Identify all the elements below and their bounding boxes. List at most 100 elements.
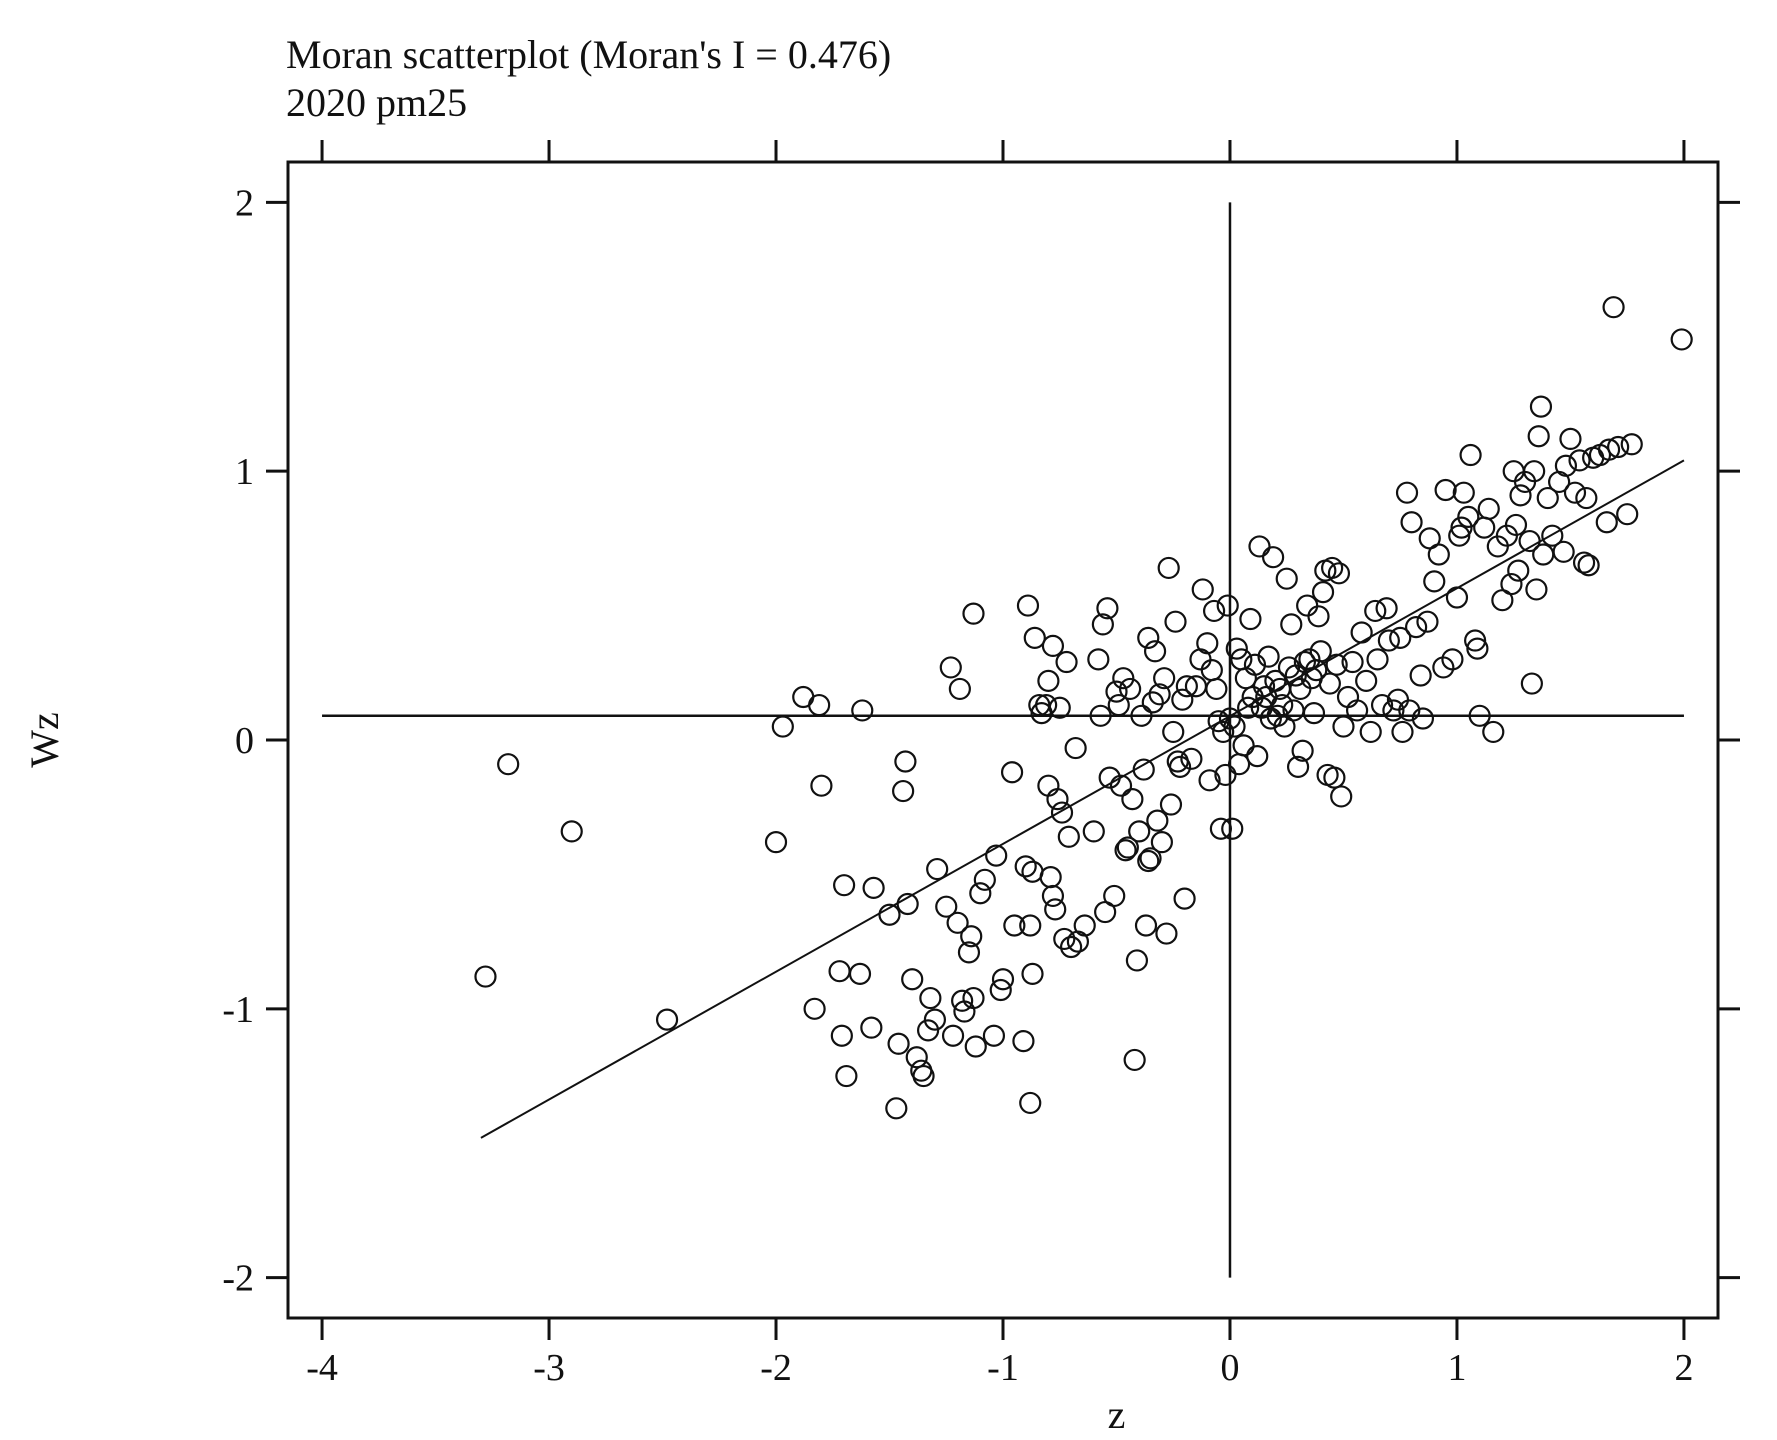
data-point bbox=[1023, 626, 1046, 649]
data-point bbox=[1014, 855, 1037, 878]
data-point bbox=[1620, 433, 1643, 456]
data-point bbox=[1019, 914, 1042, 937]
data-point bbox=[474, 965, 497, 988]
data-point bbox=[1529, 395, 1553, 418]
data-point bbox=[1073, 914, 1096, 937]
data-point bbox=[1595, 511, 1618, 534]
data-point bbox=[1395, 481, 1419, 504]
data-point bbox=[808, 693, 831, 717]
data-point bbox=[1450, 516, 1473, 539]
data-point bbox=[951, 989, 974, 1012]
scatter-points bbox=[474, 296, 1693, 1120]
data-point bbox=[916, 1019, 940, 1042]
data-point bbox=[887, 1032, 910, 1055]
data-point bbox=[1577, 554, 1600, 577]
data-point bbox=[1323, 766, 1346, 789]
data-point bbox=[1457, 505, 1480, 528]
data-point bbox=[1518, 529, 1541, 553]
data-point bbox=[1216, 594, 1239, 617]
data-point bbox=[1148, 683, 1171, 706]
data-point bbox=[1350, 621, 1373, 644]
data-point bbox=[1057, 825, 1080, 848]
data-point bbox=[1302, 702, 1326, 725]
data-point bbox=[1175, 675, 1198, 698]
data-point bbox=[1473, 516, 1496, 539]
data-point bbox=[926, 857, 949, 881]
data-point bbox=[1523, 460, 1546, 483]
data-point bbox=[860, 1016, 883, 1039]
data-point bbox=[1266, 704, 1289, 727]
data-point bbox=[1239, 607, 1262, 631]
data-point bbox=[1123, 1048, 1146, 1072]
axis-ticks bbox=[266, 140, 1740, 1340]
data-point bbox=[1050, 801, 1074, 824]
data-point bbox=[771, 715, 794, 738]
data-point bbox=[1153, 667, 1176, 690]
data-point bbox=[1150, 831, 1173, 854]
data-point bbox=[1157, 556, 1180, 580]
data-point bbox=[764, 831, 788, 854]
data-point bbox=[1477, 497, 1500, 520]
data-point bbox=[962, 986, 985, 1010]
y-tick-label: 1 bbox=[235, 451, 254, 493]
x-tick-label: 1 bbox=[1447, 1347, 1466, 1389]
data-point bbox=[1016, 594, 1040, 617]
data-point bbox=[941, 1024, 965, 1047]
data-point bbox=[1234, 667, 1257, 690]
data-point bbox=[1541, 524, 1564, 547]
data-point bbox=[1398, 699, 1421, 722]
data-point bbox=[1318, 672, 1341, 695]
data-point bbox=[1355, 669, 1378, 692]
data-point bbox=[1552, 540, 1575, 563]
data-point bbox=[1055, 650, 1078, 674]
data-point bbox=[1441, 648, 1464, 671]
data-point bbox=[1089, 704, 1112, 727]
data-point bbox=[1207, 710, 1230, 733]
x-tick-label: -1 bbox=[987, 1347, 1019, 1389]
data-point bbox=[1035, 693, 1058, 717]
data-point bbox=[1132, 758, 1155, 781]
data-point bbox=[1416, 610, 1439, 633]
data-point bbox=[1345, 699, 1369, 722]
data-point bbox=[1336, 685, 1360, 709]
data-point bbox=[1191, 578, 1214, 601]
data-point bbox=[1096, 597, 1119, 620]
data-point bbox=[1212, 720, 1235, 744]
data-point bbox=[1377, 629, 1400, 652]
data-point bbox=[1275, 567, 1298, 590]
data-point bbox=[1121, 788, 1144, 811]
data-point bbox=[1137, 626, 1160, 649]
chart-title: Moran scatterplot (Moran's I = 0.476) bbox=[286, 32, 891, 77]
data-point bbox=[862, 876, 885, 899]
data-point bbox=[1128, 820, 1151, 843]
data-point bbox=[989, 978, 1012, 1002]
data-point bbox=[1168, 755, 1192, 778]
data-point bbox=[1405, 615, 1428, 639]
data-point bbox=[1159, 793, 1183, 816]
data-point bbox=[1507, 559, 1530, 582]
data-point bbox=[655, 1008, 679, 1031]
data-point bbox=[969, 882, 992, 905]
data-point bbox=[1325, 653, 1348, 676]
data-point bbox=[1468, 704, 1491, 727]
data-point bbox=[1021, 962, 1044, 985]
data-point bbox=[1311, 581, 1335, 604]
data-point bbox=[1223, 715, 1246, 738]
data-point bbox=[1137, 849, 1160, 873]
data-point bbox=[973, 868, 996, 891]
plot-frame bbox=[286, 160, 1720, 1320]
data-point bbox=[962, 602, 985, 625]
data-point bbox=[901, 968, 924, 991]
data-point bbox=[1200, 659, 1223, 682]
data-point bbox=[1391, 720, 1414, 744]
data-point bbox=[1202, 599, 1226, 623]
data-point bbox=[1125, 949, 1149, 972]
data-point bbox=[1411, 707, 1435, 730]
data-point bbox=[1000, 761, 1024, 784]
data-point bbox=[1375, 597, 1398, 620]
x-tick-label: -3 bbox=[533, 1347, 565, 1389]
data-point bbox=[1502, 460, 1525, 483]
data-point bbox=[851, 699, 874, 722]
data-point bbox=[1382, 699, 1405, 722]
data-point bbox=[1155, 922, 1178, 945]
